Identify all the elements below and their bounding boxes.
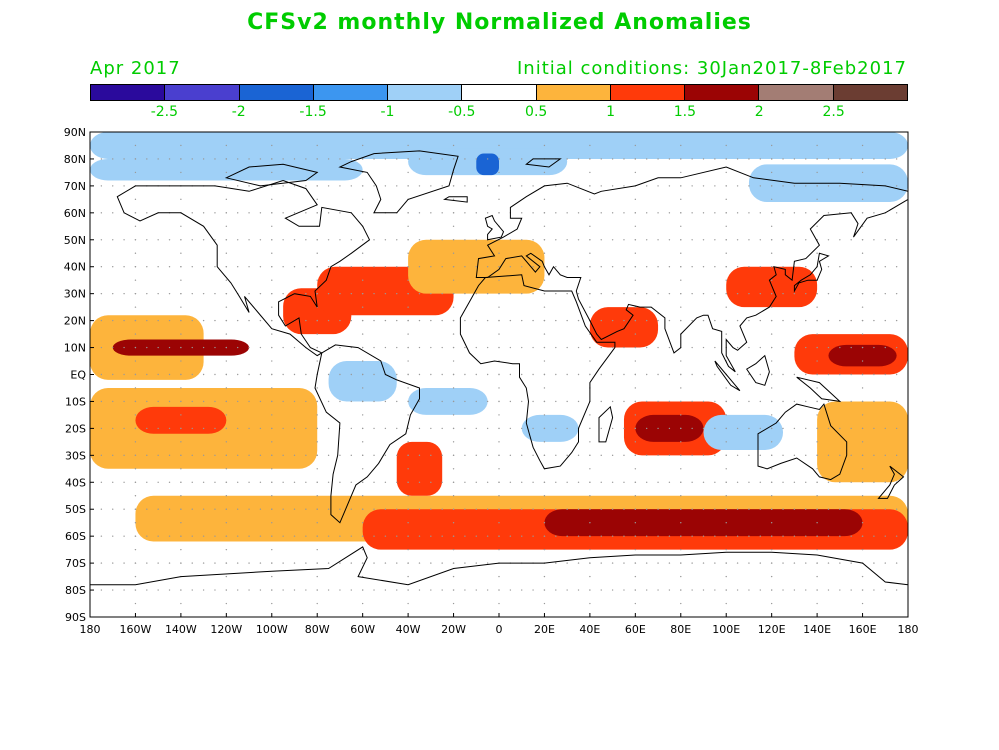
lon-label: 40W: [396, 623, 421, 636]
anomaly-region: [589, 307, 659, 348]
colorbar-label: -0.5: [448, 104, 476, 120]
lon-label: 180: [80, 623, 101, 636]
lon-label: 160W: [120, 623, 152, 636]
coastline-australia: [757, 403, 848, 481]
lat-label: 60N: [64, 207, 86, 220]
lat-label: 10N: [64, 342, 86, 355]
lat-label: 90N: [64, 126, 86, 139]
lon-label: 160E: [849, 623, 877, 636]
lon-label: 120W: [210, 623, 242, 636]
lat-label: 50N: [64, 234, 86, 247]
lon-label: 60E: [625, 623, 646, 636]
lat-label: 90S: [65, 611, 86, 624]
colorbar-label: -2: [231, 104, 246, 120]
colorbar-label: 1.5: [673, 104, 697, 120]
lat-label: 20S: [65, 422, 86, 435]
colorbar-swatch: [685, 85, 760, 100]
anomaly-region: [476, 153, 499, 176]
anomaly-region: [521, 414, 579, 442]
anomaly-region: [90, 158, 363, 181]
lon-label: 60W: [350, 623, 375, 636]
lon-label: 100W: [256, 623, 288, 636]
coastline-antarctica: [90, 546, 908, 586]
lon-label: 180: [898, 623, 919, 636]
lon-label: 20E: [534, 623, 555, 636]
lon-label: 80E: [670, 623, 691, 636]
coastlines: [90, 150, 908, 586]
lon-label: 0: [496, 623, 503, 636]
anomaly-region: [703, 414, 784, 450]
lat-label: 10S: [65, 395, 86, 408]
coastline-arctic-islands: [224, 163, 319, 187]
colorbar: [90, 84, 908, 101]
coastline-uk: [484, 214, 505, 241]
lat-label: 80N: [64, 153, 86, 166]
colorbar-swatch: [165, 85, 240, 100]
lon-label: 100E: [712, 623, 740, 636]
valid-month: Apr 2017: [90, 58, 181, 79]
lat-label: 50S: [65, 503, 86, 516]
colorbar-swatch: [833, 85, 907, 100]
lat-label: 60S: [65, 530, 86, 543]
coastline-madagascar: [598, 405, 614, 443]
colorbar-swatch: [759, 85, 834, 100]
coastline-new-zealand: [877, 465, 905, 499]
colorbar-swatch: [536, 85, 611, 100]
coastline-greenland: [338, 150, 459, 214]
coastline-eurasia: [475, 166, 908, 373]
colorbar-label: 1: [606, 104, 615, 120]
lat-label: 40S: [65, 476, 86, 489]
anomaly-region: [328, 361, 397, 402]
anomaly-region: [544, 509, 863, 537]
lon-label: 80W: [305, 623, 330, 636]
colorbar-swatch: [239, 85, 314, 100]
colorbar-label: -2.5: [150, 104, 179, 120]
anomaly-region: [408, 387, 488, 415]
coastline-africa: [459, 274, 616, 470]
axis-labels: 90N 80N 70N 60N 50N 40N 30N 20N 10N EQ 10S 20S 30S 40…: [64, 126, 919, 636]
colorbar-swatch: [462, 85, 537, 100]
colorbar-swatch: [388, 85, 463, 100]
page-title: CFSv2 monthly Normalized Anomalies: [247, 10, 752, 35]
colorbar-label: -1.5: [299, 104, 327, 120]
coastline-south-america: [314, 344, 420, 524]
lat-label: 70N: [64, 180, 86, 193]
lon-label: 140W: [165, 623, 197, 636]
coastline-iceland: [442, 196, 468, 203]
colorbar-swatch: [610, 85, 686, 100]
lat-label: 30S: [65, 449, 86, 462]
lat-label: 30N: [64, 288, 86, 301]
colorbar-label: 0.5: [525, 104, 548, 120]
coastline-japan: [793, 252, 830, 293]
lat-label: 70S: [65, 557, 86, 570]
lon-label: 40E: [579, 623, 600, 636]
lat-label: EQ: [70, 369, 86, 382]
coastline-north-america: [116, 179, 371, 357]
anomaly-region: [135, 406, 227, 434]
anomaly-region: [396, 441, 443, 496]
lon-label: 20W: [441, 623, 466, 636]
lat-label: 20N: [64, 315, 86, 328]
colorbar-label: 2.5: [822, 104, 845, 120]
colorbar-swatch: [313, 85, 389, 100]
lon-label: 140E: [803, 623, 831, 636]
coastline-svalbard: [525, 158, 562, 168]
lat-label: 80S: [65, 584, 86, 597]
initial-conditions: Initial conditions: 30Jan2017-8Feb2017: [516, 58, 907, 79]
lat-label: 40N: [64, 261, 86, 274]
coastline-borneo: [745, 354, 770, 386]
colorbar-label: 2: [754, 104, 764, 120]
lon-label: 120E: [758, 623, 786, 636]
colorbar-swatch: [91, 85, 166, 100]
coastline-new-guinea: [796, 376, 842, 403]
colorbar-label: -1: [380, 104, 395, 120]
coastline-sumatra: [714, 360, 741, 392]
anomaly-region: [828, 344, 897, 367]
